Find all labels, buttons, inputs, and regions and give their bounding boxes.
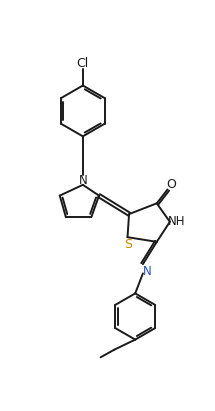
Text: O: O: [166, 178, 176, 192]
Text: Cl: Cl: [77, 57, 89, 70]
Text: NH: NH: [168, 215, 186, 228]
Text: N: N: [78, 174, 87, 187]
Text: S: S: [124, 238, 132, 251]
Text: N: N: [142, 265, 151, 277]
